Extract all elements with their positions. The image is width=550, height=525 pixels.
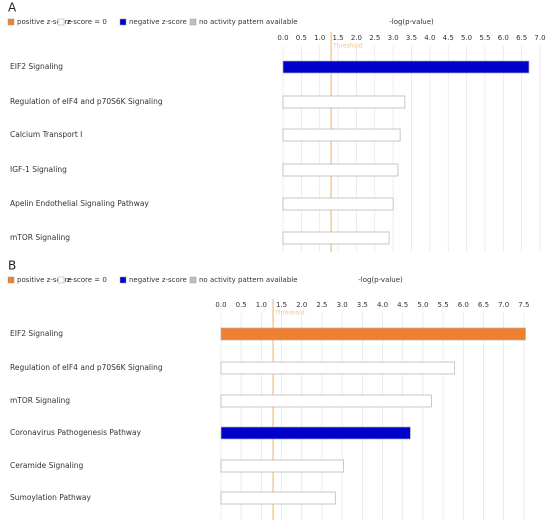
legend-swatch xyxy=(57,18,65,26)
x-tick-label: 6.5 xyxy=(478,301,489,309)
x-tick-label: 0.5 xyxy=(296,34,307,42)
bar xyxy=(220,426,411,440)
legend-label: positive z-score xyxy=(17,276,72,284)
bar xyxy=(220,394,432,408)
x-tick-label: 7.5 xyxy=(518,301,529,309)
category-label: Ceramide Signaling xyxy=(10,461,84,470)
x-tick-label: 2.5 xyxy=(369,34,380,42)
x-tick-label: 0.0 xyxy=(215,301,226,309)
legend-label: negative z-score xyxy=(129,276,187,284)
x-tick-label: 1.5 xyxy=(276,301,287,309)
x-tick-label: 0.0 xyxy=(277,34,288,42)
x-tick-label: 0.5 xyxy=(236,301,247,309)
legend-swatch xyxy=(7,18,15,26)
bar xyxy=(282,60,530,74)
x-tick-label: 6.0 xyxy=(458,301,469,309)
legend-label: z-score = 0 xyxy=(67,18,107,26)
category-label: Sumoylation Pathway xyxy=(10,493,91,502)
threshold-label: Threshold xyxy=(332,43,363,50)
x-tick-label: 3.5 xyxy=(406,34,417,42)
category-label: EIF2 Signaling xyxy=(10,62,63,71)
x-tick-label: 3.0 xyxy=(388,34,399,42)
x-tick-label: 2.5 xyxy=(316,301,327,309)
x-tick-label: 7.0 xyxy=(498,301,509,309)
x-tick-label: 6.5 xyxy=(516,34,527,42)
x-tick-label: 7.0 xyxy=(534,34,545,42)
category-label: Calcium Transport I xyxy=(10,130,82,139)
bar xyxy=(220,327,526,341)
legend-swatch xyxy=(119,18,127,26)
bar xyxy=(282,163,399,177)
bar xyxy=(220,491,336,505)
x-tick-label: 4.5 xyxy=(397,301,408,309)
category-label: mTOR Signaling xyxy=(10,396,70,405)
x-tick-label: 5.0 xyxy=(461,34,472,42)
x-tick-label: 4.0 xyxy=(424,34,435,42)
category-label: Regulation of eIF4 and p70S6K Signaling xyxy=(10,363,163,372)
x-tick-label: 1.0 xyxy=(314,34,325,42)
legend-label: z-score = 0 xyxy=(67,276,107,284)
legend-label: positive z-score xyxy=(17,18,72,26)
legend-label: no activity pattern available xyxy=(199,276,298,284)
legend-label: negative z-score xyxy=(129,18,187,26)
category-label: Regulation of eIF4 and p70S6K Signaling xyxy=(10,97,163,106)
x-tick-label: 5.5 xyxy=(479,34,490,42)
category-label: mTOR Signaling xyxy=(10,233,70,242)
x-tick-label: 3.0 xyxy=(337,301,348,309)
x-tick-label: 5.0 xyxy=(417,301,428,309)
bar xyxy=(282,128,401,142)
x-tick-label: 3.5 xyxy=(357,301,368,309)
x-tick-label: 6.0 xyxy=(498,34,509,42)
x-axis-title: -log(p-value) xyxy=(389,18,434,26)
legend-label: no activity pattern available xyxy=(199,18,298,26)
x-tick-label: 1.0 xyxy=(256,301,267,309)
x-tick-label: 2.0 xyxy=(351,34,362,42)
bar xyxy=(282,197,394,211)
category-label: IGF-1 Signaling xyxy=(10,165,67,174)
bar xyxy=(282,231,390,245)
legend-swatch xyxy=(57,276,65,284)
bar xyxy=(220,459,344,473)
x-tick-label: 1.5 xyxy=(333,34,344,42)
threshold-label: Threshold xyxy=(274,310,305,317)
legend-swatch xyxy=(7,276,15,284)
category-label: Apelin Endothelial Signaling Pathway xyxy=(10,199,149,208)
bar xyxy=(220,361,455,375)
legend-swatch xyxy=(189,276,197,284)
x-tick-label: 2.0 xyxy=(296,301,307,309)
category-label: EIF2 Signaling xyxy=(10,329,63,338)
x-tick-label: 4.0 xyxy=(377,301,388,309)
x-tick-label: 5.5 xyxy=(438,301,449,309)
x-axis-title: -log(p-value) xyxy=(358,276,403,284)
panel-label: A xyxy=(8,1,17,15)
legend-swatch xyxy=(189,18,197,26)
category-label: Coronavirus Pathogenesis Pathway xyxy=(10,428,142,437)
legend-swatch xyxy=(119,276,127,284)
x-tick-label: 4.5 xyxy=(443,34,454,42)
bar xyxy=(282,95,406,109)
panel-label: B xyxy=(8,259,16,273)
